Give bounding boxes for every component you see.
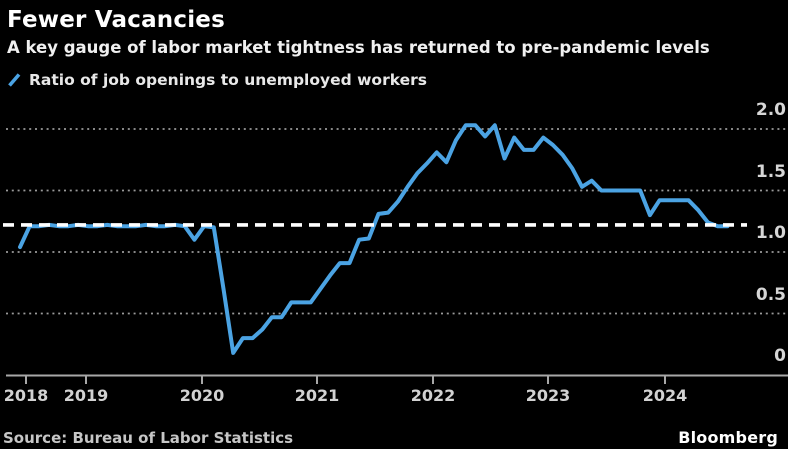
x-axis-label: 2021 bbox=[294, 386, 340, 405]
y-axis-label: 0.5 bbox=[755, 284, 786, 305]
legend: Ratio of job openings to unemployed work… bbox=[7, 70, 427, 90]
y-axis-label: 1.5 bbox=[755, 161, 786, 182]
x-axis-label: 2023 bbox=[525, 386, 571, 405]
x-axis-label: 2024 bbox=[642, 386, 688, 405]
page-subtitle: A key gauge of labor market tightness ha… bbox=[7, 38, 710, 57]
legend-label: Ratio of job openings to unemployed work… bbox=[29, 71, 427, 89]
x-axis-label: 2022 bbox=[410, 386, 456, 405]
y-axis-label: 2.0 bbox=[755, 100, 786, 120]
x-axis-label: 2019 bbox=[63, 386, 109, 405]
x-axis-label: 2020 bbox=[179, 386, 225, 405]
page-title: Fewer Vacancies bbox=[7, 7, 225, 33]
y-axis-label: 1.0 bbox=[755, 223, 786, 243]
source-note: Source: Bureau of Labor Statistics bbox=[3, 429, 294, 447]
bloomberg-logo: Bloomberg bbox=[678, 428, 778, 447]
legend-line-icon bbox=[8, 73, 21, 87]
y-axis-label: 0 bbox=[774, 346, 786, 366]
x-axis-label: 2018 bbox=[3, 386, 49, 405]
